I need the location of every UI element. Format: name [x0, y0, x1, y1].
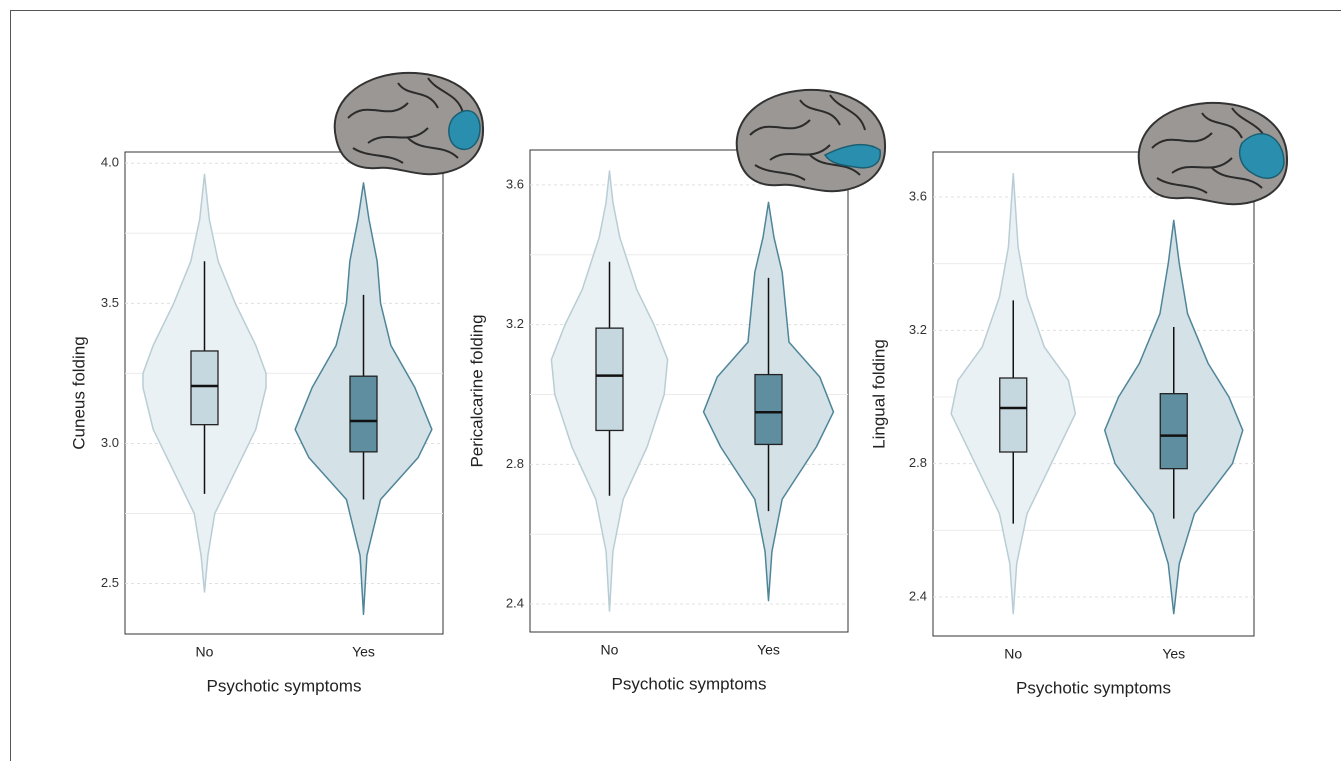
y-tick-label: 3.2: [506, 316, 524, 331]
x-tick-label: No: [196, 644, 214, 660]
brain-image: [737, 90, 885, 191]
y-tick-label: 2.4: [506, 595, 524, 610]
x-tick-label: No: [601, 642, 619, 658]
box: [755, 375, 782, 445]
y-tick-label: 4.0: [101, 155, 119, 170]
y-tick-label: 3.5: [101, 295, 119, 310]
box: [350, 376, 377, 452]
x-axis-title: Psychotic symptoms: [1016, 678, 1171, 697]
box: [1160, 394, 1187, 469]
y-tick-label: 2.5: [101, 575, 119, 590]
brain-image: [1139, 103, 1287, 204]
x-tick-label: Yes: [352, 644, 375, 660]
y-tick-label: 2.8: [909, 455, 927, 470]
y-tick-label: 3.6: [506, 176, 524, 191]
x-tick-label: No: [1004, 646, 1022, 662]
box: [596, 328, 623, 430]
brain-image: [335, 73, 483, 174]
y-tick-label: 3.6: [909, 188, 927, 203]
x-tick-label: Yes: [757, 642, 780, 658]
y-axis-title: Lingual folding: [869, 339, 888, 449]
y-axis-title: Cuneus folding: [69, 336, 88, 449]
brain-outline: [737, 90, 885, 191]
x-axis-title: Psychotic symptoms: [207, 676, 362, 695]
y-tick-label: 3.2: [909, 322, 927, 337]
page: {"chart_data": [ {"type": "violin", "y_l…: [0, 0, 1341, 761]
box: [191, 351, 218, 425]
y-tick-label: 3.0: [101, 435, 119, 450]
y-axis-title: Pericalcarine folding: [467, 314, 486, 467]
box: [1000, 378, 1027, 452]
y-tick-label: 2.4: [909, 588, 927, 603]
x-axis-title: Psychotic symptoms: [612, 674, 767, 693]
y-tick-label: 2.8: [506, 456, 524, 471]
x-tick-label: Yes: [1162, 646, 1185, 662]
figure: 2.5 3.0 3.5 4.0 No Yes Psychotic symptoms Cuneu…: [0, 0, 1341, 761]
